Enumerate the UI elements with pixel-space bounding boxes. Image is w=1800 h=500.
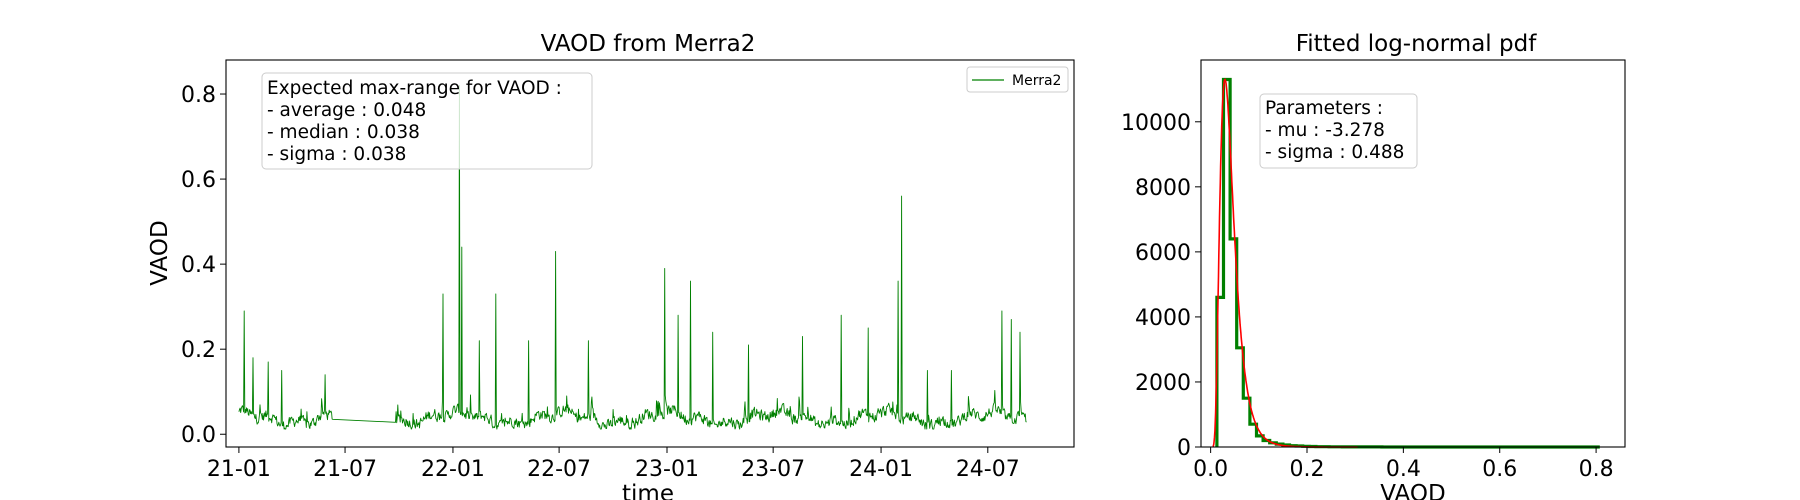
pdf-x-label: VAOD [1380, 481, 1445, 500]
timeseries-plot-area [238, 85, 1027, 430]
info-line-median: - median : 0.038 [267, 122, 420, 143]
timeseries-chart: VAOD from Merra2 21-01 21-07 22-01 22-07 23-… [147, 31, 1075, 500]
x-tick-label: 0.0 [1193, 457, 1228, 482]
timeseries-y-ticks: 0.0 0.2 0.4 0.6 0.8 [181, 83, 226, 448]
x-tick-label: 0.6 [1482, 457, 1517, 482]
y-tick-label: 0.2 [181, 338, 216, 363]
x-tick-label: 0.2 [1290, 457, 1325, 482]
y-tick-label: 2000 [1135, 371, 1191, 396]
pdf-info-box: Parameters : - mu : -3.278 - sigma : 0.4… [1259, 93, 1418, 169]
info-line-sigma: - sigma : 0.038 [267, 144, 406, 165]
y-tick-label: 0.4 [181, 253, 216, 278]
x-tick-label: 0.4 [1386, 457, 1421, 482]
y-tick-label: 4000 [1135, 306, 1191, 331]
x-tick-label: 21-01 [207, 457, 271, 482]
x-tick-label: 23-01 [635, 457, 699, 482]
y-tick-label: 8000 [1135, 176, 1191, 201]
x-tick-label: 24-01 [849, 457, 913, 482]
x-tick-label: 22-07 [527, 457, 591, 482]
y-tick-label: 0.0 [181, 423, 216, 448]
pdf-frame [1200, 59, 1626, 448]
pdf-y-ticks: 0 2000 4000 6000 8000 10000 [1121, 111, 1201, 461]
y-tick-label: 6000 [1135, 241, 1191, 266]
info-box-frame [261, 72, 593, 170]
timeseries-title: VAOD from Merra2 [541, 31, 756, 57]
x-tick-label: 23-07 [741, 457, 805, 482]
x-tick-label: 21-07 [313, 457, 377, 482]
info-line-average: - average : 0.048 [267, 100, 426, 121]
x-tick-label: 0.8 [1579, 457, 1614, 482]
pdf-title: Fitted log-normal pdf [1296, 31, 1538, 57]
timeseries-legend: Merra2 [966, 66, 1069, 93]
y-tick-label: 0 [1177, 436, 1191, 461]
info-line-heading: Expected max-range for VAOD : [267, 78, 562, 99]
legend-frame [966, 66, 1069, 93]
y-tick-label: 0.6 [181, 168, 216, 193]
params-mu: - mu : -3.278 [1265, 120, 1385, 141]
timeseries-y-label: VAOD [147, 220, 173, 285]
timeseries-frame [225, 59, 1075, 448]
params-sigma: - sigma : 0.488 [1265, 142, 1404, 163]
pdf-x-ticks: 0.0 0.2 0.4 0.6 0.8 [1193, 447, 1614, 482]
params-heading: Parameters : [1265, 98, 1383, 119]
y-tick-label: 10000 [1121, 111, 1191, 136]
series-line-merra2 [238, 85, 1027, 430]
pdf-chart: Fitted log-normal pdf 0.0 0.2 0.4 0.6 0.8 0 2… [1121, 31, 1626, 500]
x-tick-label: 24-07 [956, 457, 1020, 482]
timeseries-x-label: time [622, 481, 674, 500]
timeseries-x-ticks: 21-01 21-07 22-01 22-07 23-01 23-07 24-01 24-07 [207, 447, 1020, 482]
legend-label: Merra2 [1012, 73, 1061, 89]
params-box-frame [1259, 93, 1418, 169]
x-tick-label: 22-01 [421, 457, 485, 482]
timeseries-info-box: Expected max-range for VAOD : - average … [261, 72, 593, 170]
y-tick-label: 0.8 [181, 83, 216, 108]
